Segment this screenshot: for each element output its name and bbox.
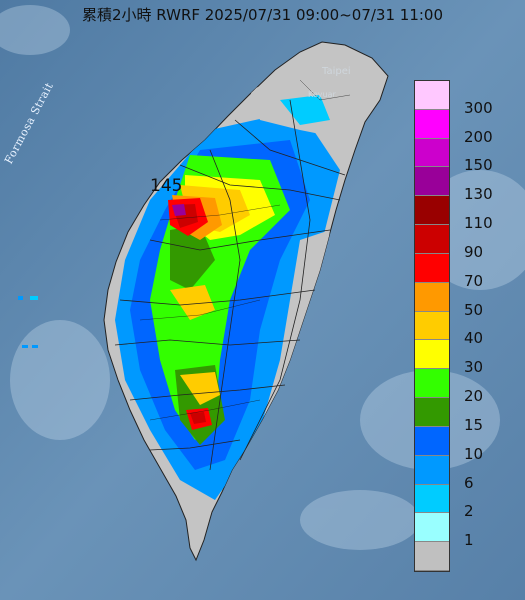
legend-swatch	[415, 167, 449, 197]
legend-label: 6	[464, 473, 474, 492]
legend-swatch	[415, 253, 449, 283]
legend-label: 150	[464, 156, 493, 175]
legend-label: 110	[464, 214, 493, 233]
legend-label: 300	[464, 98, 493, 117]
penghu-islands	[18, 296, 38, 348]
legend-swatch	[415, 513, 449, 543]
legend-label: 40	[464, 329, 484, 348]
legend-swatch	[415, 225, 449, 254]
legend-swatch	[415, 340, 449, 370]
legend-label: 90	[464, 242, 484, 261]
legend-label: 30	[464, 358, 484, 377]
legend-swatch	[415, 398, 449, 427]
legend-swatch	[415, 455, 449, 485]
legend-swatch	[415, 282, 449, 312]
legend-label: 2	[464, 502, 474, 521]
legend-swatch	[415, 311, 449, 341]
legend-swatch	[415, 426, 449, 456]
legend-swatch	[415, 542, 449, 571]
legend-swatch	[415, 81, 449, 110]
legend-label: 20	[464, 387, 484, 406]
map-title: 累積2小時 RWRF 2025/07/31 09:00~07/31 11:00	[81, 6, 444, 24]
legend-label: 1	[464, 531, 474, 550]
legend-label: 200	[464, 127, 493, 146]
county-boundaries	[114, 99, 346, 471]
legend-label: 130	[464, 185, 493, 204]
rainfall-legend	[414, 80, 450, 572]
legend-swatch	[415, 109, 449, 139]
rainfall-field	[115, 60, 380, 500]
legend-label: 70	[464, 271, 484, 290]
max-rainfall-label: 145	[150, 176, 183, 196]
legend-swatch	[415, 484, 449, 514]
legend-swatch	[415, 138, 449, 168]
city-label-taipei: Taipei	[322, 66, 351, 77]
legend-swatch	[415, 196, 449, 226]
legend-label: 50	[464, 300, 484, 319]
rivers	[139, 79, 351, 421]
legend-label: 15	[464, 415, 484, 434]
city-label-keelung: Keyuar	[308, 90, 336, 99]
legend-label: 10	[464, 444, 484, 463]
legend-swatch	[415, 369, 449, 399]
